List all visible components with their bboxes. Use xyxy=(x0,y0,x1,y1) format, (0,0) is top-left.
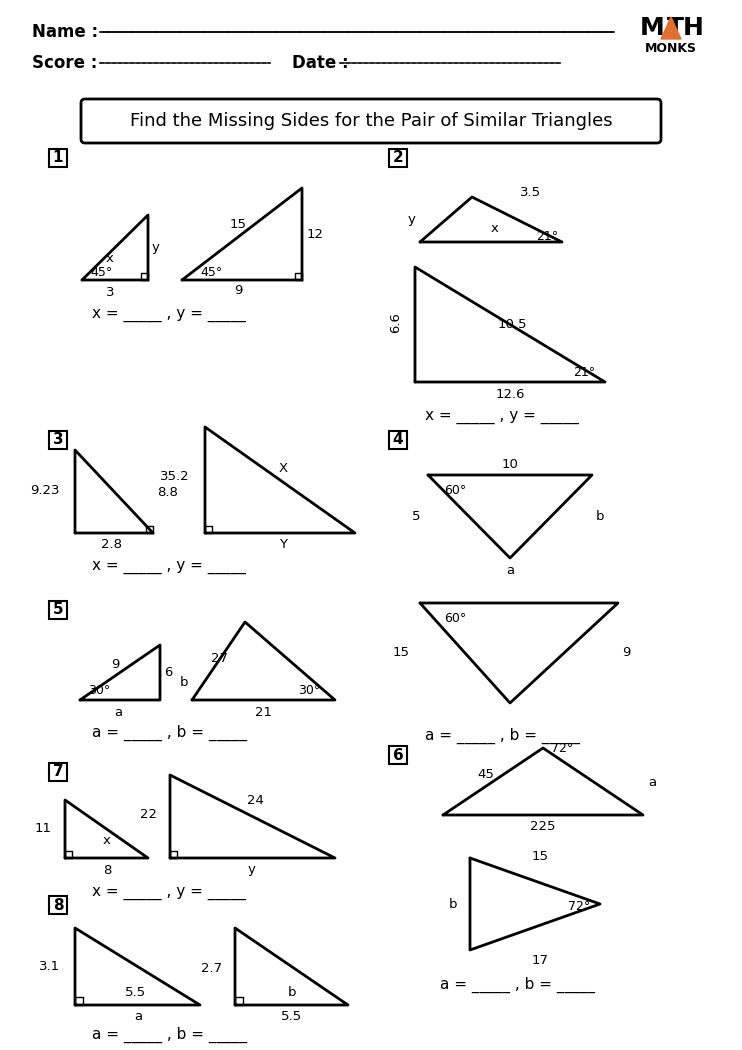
Text: 21: 21 xyxy=(255,707,272,719)
Text: x: x xyxy=(106,252,114,265)
Text: 3: 3 xyxy=(53,433,63,447)
Text: 3.5: 3.5 xyxy=(520,187,541,200)
Text: 7: 7 xyxy=(53,764,63,779)
Text: x = _____ , y = _____: x = _____ , y = _____ xyxy=(92,308,246,322)
Text: 3: 3 xyxy=(106,286,114,298)
Text: 5.5: 5.5 xyxy=(281,1010,303,1024)
Bar xyxy=(49,763,67,781)
Text: Y: Y xyxy=(279,539,287,551)
Text: Name :: Name : xyxy=(32,23,98,41)
Text: 30°: 30° xyxy=(298,685,321,697)
Text: 5.5: 5.5 xyxy=(125,987,147,1000)
Text: a = _____ , b = _____: a = _____ , b = _____ xyxy=(92,1027,247,1043)
Text: 21°: 21° xyxy=(573,366,595,379)
Text: 8: 8 xyxy=(103,863,111,877)
Text: 2.8: 2.8 xyxy=(102,539,122,551)
Text: 6: 6 xyxy=(164,667,172,679)
Text: 6.6: 6.6 xyxy=(389,313,402,334)
Text: 45: 45 xyxy=(478,769,494,781)
Text: X: X xyxy=(278,462,288,475)
Text: 15: 15 xyxy=(229,217,246,231)
Text: 8: 8 xyxy=(53,898,63,912)
Text: a = _____ , b = _____: a = _____ , b = _____ xyxy=(440,976,595,993)
Text: 2.7: 2.7 xyxy=(201,962,222,974)
Bar xyxy=(49,430,67,449)
Text: y: y xyxy=(152,242,160,254)
Text: y: y xyxy=(248,863,256,877)
Text: 9: 9 xyxy=(234,285,242,297)
Text: 2: 2 xyxy=(393,150,404,166)
Polygon shape xyxy=(661,17,681,39)
Text: 60°: 60° xyxy=(444,612,466,626)
Text: 27: 27 xyxy=(211,651,229,665)
Text: MONKS: MONKS xyxy=(645,42,697,55)
Text: TH: TH xyxy=(667,16,705,40)
Text: 9.23: 9.23 xyxy=(30,483,60,497)
Text: 72°: 72° xyxy=(568,900,590,912)
Text: 17: 17 xyxy=(531,953,548,966)
Text: 35.2: 35.2 xyxy=(160,470,190,483)
Text: a: a xyxy=(134,1010,142,1024)
Text: 10: 10 xyxy=(502,459,519,471)
Text: 21°: 21° xyxy=(536,230,558,243)
Bar xyxy=(389,149,407,167)
Text: 30°: 30° xyxy=(88,685,111,697)
Bar xyxy=(389,746,407,764)
Text: 6: 6 xyxy=(393,748,404,762)
Text: 8.8: 8.8 xyxy=(157,485,178,499)
Text: 12.6: 12.6 xyxy=(495,387,525,400)
Bar xyxy=(389,430,407,449)
Bar xyxy=(49,149,67,167)
Bar xyxy=(49,601,67,619)
Text: b: b xyxy=(288,987,296,1000)
Text: a = _____ , b = _____: a = _____ , b = _____ xyxy=(92,724,247,741)
Text: 12: 12 xyxy=(307,228,324,240)
Text: 72°: 72° xyxy=(551,742,574,756)
Text: 9: 9 xyxy=(622,647,631,659)
Text: 4: 4 xyxy=(393,433,404,447)
Text: x: x xyxy=(103,834,111,846)
Text: 3.1: 3.1 xyxy=(39,960,60,972)
Text: 11: 11 xyxy=(35,821,52,835)
Text: a = _____ , b = _____: a = _____ , b = _____ xyxy=(425,728,580,744)
Text: M: M xyxy=(640,16,664,40)
Text: 45°: 45° xyxy=(90,267,112,279)
Text: 15: 15 xyxy=(531,849,548,862)
Text: Find the Missing Sides for the Pair of Similar Triangles: Find the Missing Sides for the Pair of S… xyxy=(130,112,612,130)
Text: 225: 225 xyxy=(531,820,556,834)
Text: 10.5: 10.5 xyxy=(497,318,527,332)
Text: b: b xyxy=(180,675,188,689)
Text: a: a xyxy=(648,776,656,789)
Text: x = _____ , y = _____: x = _____ , y = _____ xyxy=(92,885,246,901)
Text: 9: 9 xyxy=(111,658,119,672)
Text: x = _____ , y = _____: x = _____ , y = _____ xyxy=(425,408,579,423)
Text: 5: 5 xyxy=(53,603,63,617)
Text: 45°: 45° xyxy=(200,267,223,279)
Text: 15: 15 xyxy=(393,647,410,659)
Text: Score :: Score : xyxy=(32,54,97,72)
Text: 22: 22 xyxy=(140,808,157,821)
Text: y: y xyxy=(407,213,415,227)
Text: b: b xyxy=(448,898,457,910)
Text: 60°: 60° xyxy=(444,484,466,498)
Bar xyxy=(49,896,67,914)
Text: 1: 1 xyxy=(53,150,63,166)
Text: 5: 5 xyxy=(412,509,420,523)
Text: b: b xyxy=(596,509,605,523)
Text: x = _____ , y = _____: x = _____ , y = _____ xyxy=(92,560,246,574)
Text: x: x xyxy=(491,222,499,234)
Text: a: a xyxy=(506,564,514,576)
FancyBboxPatch shape xyxy=(81,99,661,143)
Text: 24: 24 xyxy=(246,794,263,806)
Text: a: a xyxy=(114,707,122,719)
Text: Date :: Date : xyxy=(292,54,349,72)
